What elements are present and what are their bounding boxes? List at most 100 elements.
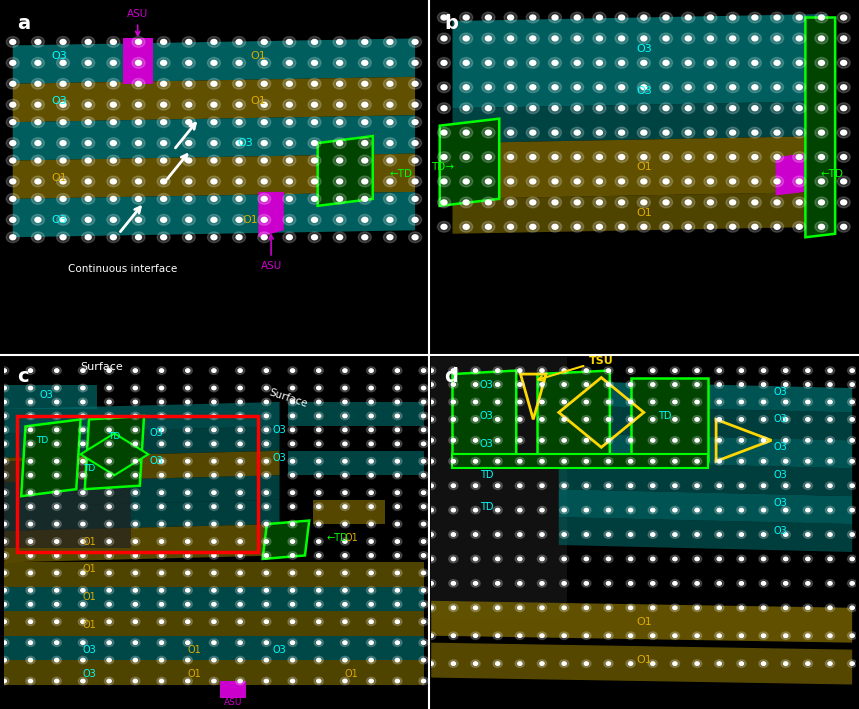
Circle shape: [729, 60, 735, 65]
Circle shape: [584, 662, 588, 665]
Circle shape: [78, 489, 88, 496]
Circle shape: [235, 601, 245, 608]
Circle shape: [412, 40, 418, 45]
Circle shape: [771, 197, 783, 208]
Circle shape: [806, 581, 810, 585]
Circle shape: [107, 57, 120, 68]
Circle shape: [131, 552, 140, 559]
Circle shape: [238, 491, 242, 494]
Circle shape: [78, 537, 88, 545]
Circle shape: [422, 659, 426, 662]
Circle shape: [740, 484, 744, 488]
Circle shape: [582, 482, 591, 489]
Circle shape: [761, 439, 765, 442]
Circle shape: [107, 505, 111, 508]
Circle shape: [518, 634, 522, 637]
Circle shape: [32, 79, 45, 89]
Circle shape: [637, 197, 650, 208]
Circle shape: [288, 657, 297, 664]
Circle shape: [211, 179, 216, 184]
Circle shape: [618, 60, 624, 65]
Circle shape: [582, 381, 591, 389]
Circle shape: [265, 571, 269, 574]
Circle shape: [26, 471, 35, 479]
Circle shape: [482, 57, 495, 68]
Circle shape: [748, 12, 761, 23]
Circle shape: [660, 176, 673, 186]
Circle shape: [233, 214, 246, 225]
Circle shape: [186, 679, 190, 683]
Circle shape: [806, 400, 810, 403]
Circle shape: [288, 503, 297, 510]
Polygon shape: [4, 636, 423, 660]
Circle shape: [207, 57, 221, 68]
Circle shape: [422, 540, 426, 543]
Circle shape: [55, 540, 58, 543]
Circle shape: [562, 439, 566, 442]
Circle shape: [496, 383, 500, 386]
Circle shape: [131, 426, 140, 434]
Circle shape: [369, 442, 374, 445]
Circle shape: [518, 369, 522, 372]
Circle shape: [288, 457, 297, 465]
Circle shape: [55, 554, 58, 557]
Circle shape: [650, 557, 655, 561]
Circle shape: [629, 439, 633, 442]
Circle shape: [308, 79, 321, 89]
Circle shape: [726, 221, 740, 232]
Circle shape: [78, 586, 88, 594]
Circle shape: [803, 398, 813, 406]
Circle shape: [105, 569, 113, 576]
Circle shape: [771, 103, 783, 113]
Circle shape: [451, 383, 455, 386]
Circle shape: [838, 221, 850, 232]
Circle shape: [340, 489, 350, 496]
Circle shape: [238, 620, 242, 623]
Circle shape: [570, 152, 584, 162]
Circle shape: [107, 117, 120, 128]
Circle shape: [740, 383, 744, 386]
Circle shape: [107, 369, 111, 372]
Circle shape: [317, 620, 321, 623]
Circle shape: [482, 103, 495, 113]
Circle shape: [182, 214, 195, 225]
Circle shape: [82, 214, 94, 225]
Circle shape: [107, 523, 111, 526]
Circle shape: [182, 155, 195, 166]
Circle shape: [288, 601, 297, 608]
Circle shape: [6, 155, 19, 166]
Circle shape: [471, 632, 480, 640]
Circle shape: [395, 442, 399, 445]
Circle shape: [207, 194, 221, 204]
Circle shape: [81, 400, 85, 403]
Circle shape: [726, 197, 740, 208]
Circle shape: [258, 194, 271, 204]
Circle shape: [419, 384, 428, 392]
Circle shape: [207, 117, 221, 128]
Circle shape: [340, 471, 350, 479]
Circle shape: [210, 440, 218, 447]
Circle shape: [157, 639, 166, 647]
Circle shape: [238, 505, 242, 508]
Circle shape: [806, 383, 810, 386]
Circle shape: [539, 400, 544, 403]
Circle shape: [527, 152, 539, 162]
Circle shape: [393, 398, 402, 406]
Circle shape: [584, 532, 588, 536]
Circle shape: [441, 60, 447, 65]
Circle shape: [708, 179, 714, 184]
Circle shape: [803, 367, 813, 374]
Circle shape: [314, 520, 323, 528]
Circle shape: [761, 484, 765, 488]
Circle shape: [236, 158, 242, 163]
Circle shape: [186, 140, 192, 145]
Circle shape: [604, 367, 613, 374]
Circle shape: [212, 523, 216, 526]
Circle shape: [419, 489, 428, 496]
Circle shape: [35, 179, 41, 184]
Circle shape: [28, 474, 33, 477]
Circle shape: [422, 386, 426, 390]
Circle shape: [235, 520, 245, 528]
Circle shape: [136, 82, 142, 86]
Circle shape: [290, 491, 295, 494]
